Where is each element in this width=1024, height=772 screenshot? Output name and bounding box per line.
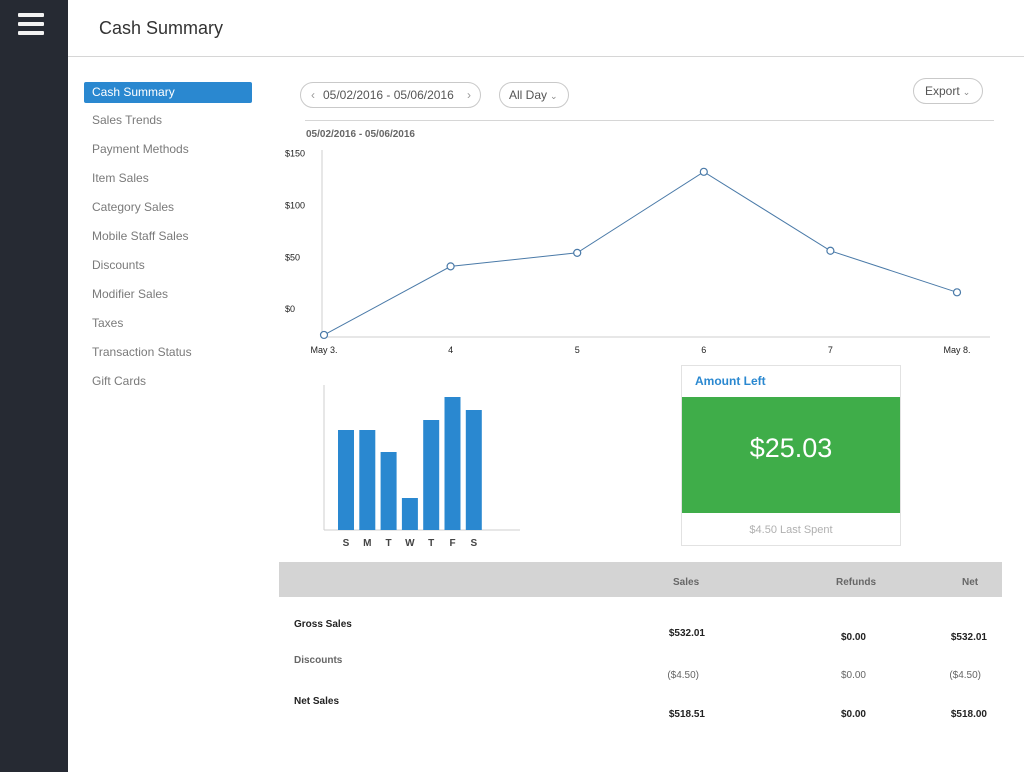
chevron-left-icon[interactable]: ‹ [311, 88, 315, 102]
x-tick-label: 6 [701, 345, 706, 355]
x-tick-label: 5 [575, 345, 580, 355]
line-chart: $150 $100 $50 $0 May 3. 4 5 6 7 May 8. [285, 148, 990, 355]
top-bar: Cash Summary [68, 0, 1024, 57]
x-tick-label: F [449, 538, 455, 549]
row-label: Gross Sales [294, 619, 352, 630]
nav-item-gift-cards[interactable]: Gift Cards [92, 374, 147, 388]
cell-sales: ($4.50) [667, 670, 699, 681]
data-point [319, 330, 329, 340]
nav-item-cash-summary[interactable]: Cash Summary [84, 82, 252, 103]
amount-left-card: Amount Left $25.03 $4.50 Last Spent [681, 365, 901, 546]
header-sales: Sales [673, 577, 700, 588]
last-spent-text: $4.50 Last Spent [749, 524, 833, 536]
nav-item-item-sales[interactable]: Item Sales [92, 171, 149, 185]
header-refunds: Refunds [836, 577, 876, 588]
x-tick-label: M [363, 538, 371, 549]
x-tick-label: T [428, 538, 434, 549]
x-tick-label: T [386, 538, 392, 549]
row-label: Net Sales [294, 696, 340, 707]
report-nav: Cash Summary Sales Trends Payment Method… [84, 82, 252, 400]
bar-series [338, 397, 482, 530]
data-point [699, 167, 708, 176]
bar [423, 420, 440, 530]
bar [359, 430, 376, 530]
amount-left-panel: $25.03 [682, 397, 900, 513]
y-tick-label: $100 [285, 200, 305, 210]
export-label: Export [925, 84, 960, 98]
cell-net: $518.00 [950, 709, 987, 720]
export-button[interactable]: Export ⌄ [913, 78, 983, 104]
cell-refunds: $0.00 [840, 632, 866, 643]
series-line [323, 171, 958, 336]
row-label: Discounts [294, 655, 343, 666]
y-tick-label: $0 [285, 304, 295, 314]
nav-item-transaction-status[interactable]: Transaction Status [92, 345, 192, 359]
chevron-down-icon: ⌄ [550, 91, 558, 101]
nav-item-sales-trends[interactable]: Sales Trends [92, 113, 163, 127]
amount-left-value: $25.03 [749, 433, 833, 463]
y-tick-label: $50 [285, 252, 300, 262]
chevron-right-icon[interactable]: › [467, 88, 471, 102]
line-series [319, 167, 962, 340]
chevron-down-icon: ⌄ [962, 87, 971, 97]
data-point [573, 248, 582, 257]
nav-item-category-sales[interactable]: Category Sales [92, 200, 175, 214]
x-tick-label: May 3. [310, 345, 337, 355]
bar [401, 498, 418, 530]
x-tick-label: 4 [448, 345, 453, 355]
cell-net: $532.01 [950, 632, 987, 643]
bar [338, 430, 354, 530]
y-tick-label: $150 [285, 148, 305, 158]
nav-item-payment-methods[interactable]: Payment Methods [92, 142, 189, 156]
bar [444, 397, 461, 530]
nav-item-taxes[interactable]: Taxes [92, 316, 124, 330]
data-point [446, 262, 455, 271]
x-tick-label: 7 [828, 345, 833, 355]
cell-refunds: $0.00 [840, 670, 866, 681]
cell-sales: $532.01 [668, 628, 705, 639]
x-axis: May 3. 4 5 6 7 May 8. [310, 345, 970, 355]
nav-item-modifier-sales[interactable]: Modifier Sales [92, 287, 169, 301]
menu-icon[interactable] [18, 13, 44, 35]
date-range-picker[interactable]: ‹ 05/02/2016 - 05/06/2016 › [300, 82, 481, 108]
y-axis: $150 $100 $50 $0 [285, 148, 305, 314]
time-range-select[interactable]: All Day ⌄ [499, 82, 569, 108]
divider [305, 120, 994, 121]
data-point [826, 246, 835, 255]
page-title: Cash Summary [99, 18, 224, 38]
x-tick-label: S [343, 538, 350, 549]
nav-item-mobile-staff-sales[interactable]: Mobile Staff Sales [92, 229, 189, 243]
cell-refunds: $0.00 [840, 709, 866, 720]
amount-left-title: Amount Left [695, 374, 766, 388]
bar [380, 452, 397, 530]
cell-sales: $518.51 [668, 709, 705, 720]
cell-net: ($4.50) [949, 670, 981, 681]
chart-range-label: 05/02/2016 - 05/06/2016 [306, 129, 415, 140]
header-net: Net [962, 577, 979, 588]
time-range-value: All Day [509, 88, 548, 102]
table-header: Sales Refunds Net [279, 562, 1002, 597]
x-tick-label: W [405, 538, 415, 549]
nav-item-discounts[interactable]: Discounts [92, 258, 145, 272]
x-tick-label: May 8. [943, 345, 970, 355]
data-point [952, 288, 962, 297]
bar [465, 410, 482, 530]
x-tick-label: S [470, 538, 477, 549]
date-range-value: 05/02/2016 - 05/06/2016 [323, 88, 454, 102]
left-rail [0, 0, 68, 772]
